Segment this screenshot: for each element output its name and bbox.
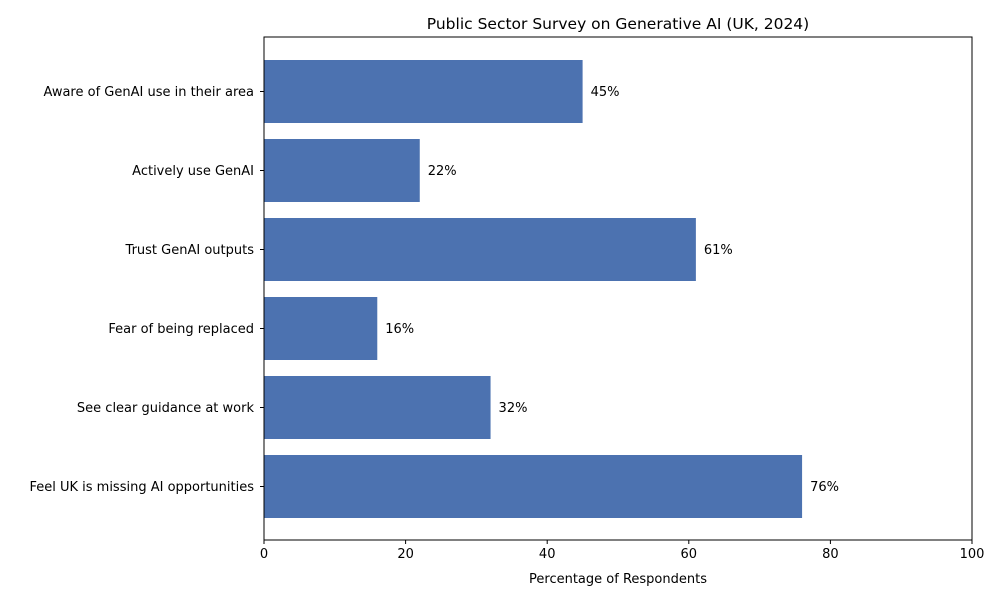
y-axis-ticks: Aware of GenAI use in their area Actively… [29, 85, 264, 495]
bar [264, 218, 696, 281]
y-tick-label: Fear of being replaced [108, 322, 254, 337]
plot-frame [263, 36, 973, 541]
chart-title: Public Sector Survey on Generative AI (U… [427, 15, 809, 33]
value-labels-layer: 45% 22% 61% 16% 32% 76% [385, 85, 839, 495]
bar-value-label: 45% [591, 85, 620, 100]
x-tick-label: 40 [539, 547, 556, 562]
y-tick-label: See clear guidance at work [77, 401, 255, 416]
x-axis-ticks: 0 20 40 60 80 100 [260, 540, 985, 562]
x-axis-label: Percentage of Respondents [529, 572, 707, 587]
bar-value-label: 32% [499, 401, 528, 416]
bars-layer [264, 60, 803, 518]
bar-value-label: 16% [385, 322, 414, 337]
x-tick-label: 60 [681, 547, 698, 562]
bar [264, 455, 803, 518]
x-tick-label: 0 [260, 547, 268, 562]
bar-value-label: 22% [428, 164, 457, 179]
bar [264, 139, 420, 202]
x-tick-label: 80 [822, 547, 839, 562]
bar-value-label: 61% [704, 243, 733, 258]
bar [264, 376, 491, 439]
y-tick-label: Actively use GenAI [132, 164, 254, 179]
y-tick-label: Trust GenAI outputs [125, 243, 255, 258]
x-tick-label: 100 [960, 547, 985, 562]
bar-value-label: 76% [810, 480, 839, 495]
x-tick-label: 20 [397, 547, 414, 562]
y-tick-label: Aware of GenAI use in their area [43, 85, 254, 100]
bar [264, 297, 378, 360]
bar [264, 60, 583, 123]
y-tick-label: Feel UK is missing AI opportunities [29, 480, 254, 495]
